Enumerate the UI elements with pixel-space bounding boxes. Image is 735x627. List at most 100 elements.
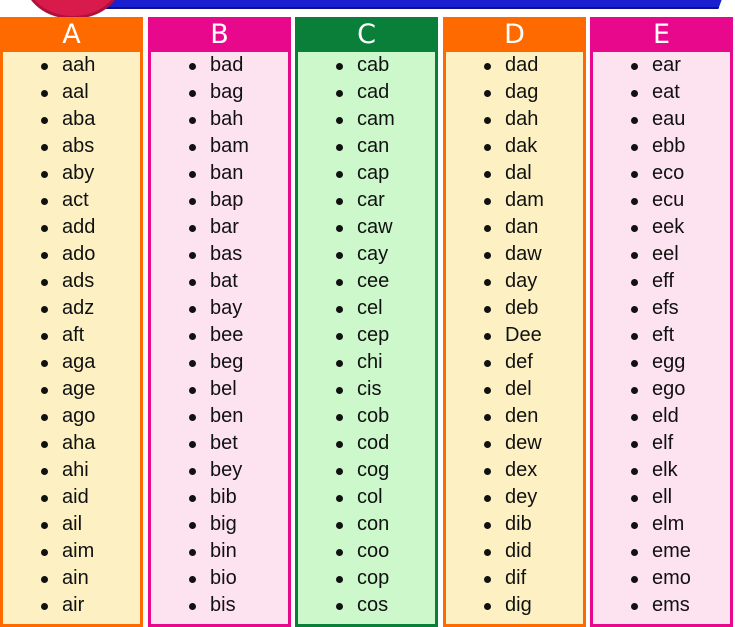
bullet-icon [631, 414, 638, 421]
bullet-icon [336, 441, 343, 448]
list-item: aba [3, 106, 140, 133]
bullet-icon [631, 306, 638, 313]
bullet-icon [189, 603, 196, 610]
bullet-icon [336, 495, 343, 502]
list-item: cis [298, 376, 435, 403]
bullet-icon [41, 522, 48, 529]
word: dag [505, 81, 539, 103]
list-item: dag [446, 79, 583, 106]
bullet-icon [189, 522, 196, 529]
bullet-icon [484, 171, 491, 178]
word: caw [357, 216, 393, 238]
bullet-icon [41, 252, 48, 259]
bullet-icon [189, 117, 196, 124]
list-item: egg [593, 349, 730, 376]
bullet-icon [336, 252, 343, 259]
bullet-icon [336, 306, 343, 313]
list-item: ell [593, 484, 730, 511]
word: act [62, 189, 89, 211]
list-item: ahi [3, 457, 140, 484]
list-item: bis [151, 592, 288, 619]
word: bib [210, 486, 237, 508]
word: cab [357, 54, 390, 76]
word: adz [62, 297, 95, 319]
bullet-icon [631, 441, 638, 448]
bullet-icon [41, 414, 48, 421]
list-item: dan [446, 214, 583, 241]
word: eel [652, 243, 679, 265]
bullet-icon [631, 171, 638, 178]
list-item: air [3, 592, 140, 619]
word: ear [652, 54, 681, 76]
list-item: cam [298, 106, 435, 133]
word: eat [652, 81, 680, 103]
list-item: dex [446, 457, 583, 484]
word: eme [652, 540, 691, 562]
bullet-icon [189, 144, 196, 151]
list-item: bar [151, 214, 288, 241]
list-item: ads [3, 268, 140, 295]
list-item: bin [151, 538, 288, 565]
list-item: dam [446, 187, 583, 214]
list-item: bib [151, 484, 288, 511]
list-item: bah [151, 106, 288, 133]
list-item: bam [151, 133, 288, 160]
list-item: bay [151, 295, 288, 322]
list-item: eco [593, 160, 730, 187]
bullet-icon [631, 360, 638, 367]
word: emo [652, 567, 691, 589]
word: bam [210, 135, 249, 157]
bullet-icon [631, 333, 638, 340]
list-item: dah [446, 106, 583, 133]
list-item: aby [3, 160, 140, 187]
bullet-icon [631, 90, 638, 97]
word: dif [505, 567, 527, 589]
list-item: eff [593, 268, 730, 295]
bullet-icon [336, 549, 343, 556]
word-list: ear eat eau ebb eco ecu eek eel eff efs eft egg ego e… [590, 52, 733, 627]
bullet-icon [41, 144, 48, 151]
word: con [357, 513, 390, 535]
bullet-icon [336, 144, 343, 151]
bullet-icon [484, 603, 491, 610]
bullet-icon [484, 252, 491, 259]
word: ben [210, 405, 244, 427]
word: aby [62, 162, 95, 184]
bullet-icon [484, 549, 491, 556]
bullet-icon [631, 117, 638, 124]
bullet-icon [631, 495, 638, 502]
word: big [210, 513, 237, 535]
word: bey [210, 459, 243, 481]
word: aal [62, 81, 89, 103]
list-item: abs [3, 133, 140, 160]
list-item: elm [593, 511, 730, 538]
list-item: dey [446, 484, 583, 511]
list-item: cab [298, 52, 435, 79]
bullet-icon [484, 333, 491, 340]
word: did [505, 540, 532, 562]
list-item: bag [151, 79, 288, 106]
word: ain [62, 567, 89, 589]
word: eff [652, 270, 674, 292]
word: cee [357, 270, 390, 292]
bullet-icon [484, 576, 491, 583]
list-item: deb [446, 295, 583, 322]
word: aim [62, 540, 95, 562]
word: bel [210, 378, 237, 400]
bullet-icon [189, 495, 196, 502]
word: eek [652, 216, 685, 238]
list-item: aah [3, 52, 140, 79]
bullet-icon [189, 360, 196, 367]
bullet-icon [484, 495, 491, 502]
bullet-icon [336, 117, 343, 124]
list-item: eel [593, 241, 730, 268]
word: cop [357, 567, 390, 589]
word: cog [357, 459, 390, 481]
word: aah [62, 54, 96, 76]
word: elf [652, 432, 674, 454]
list-item: bas [151, 241, 288, 268]
word: day [505, 270, 538, 292]
